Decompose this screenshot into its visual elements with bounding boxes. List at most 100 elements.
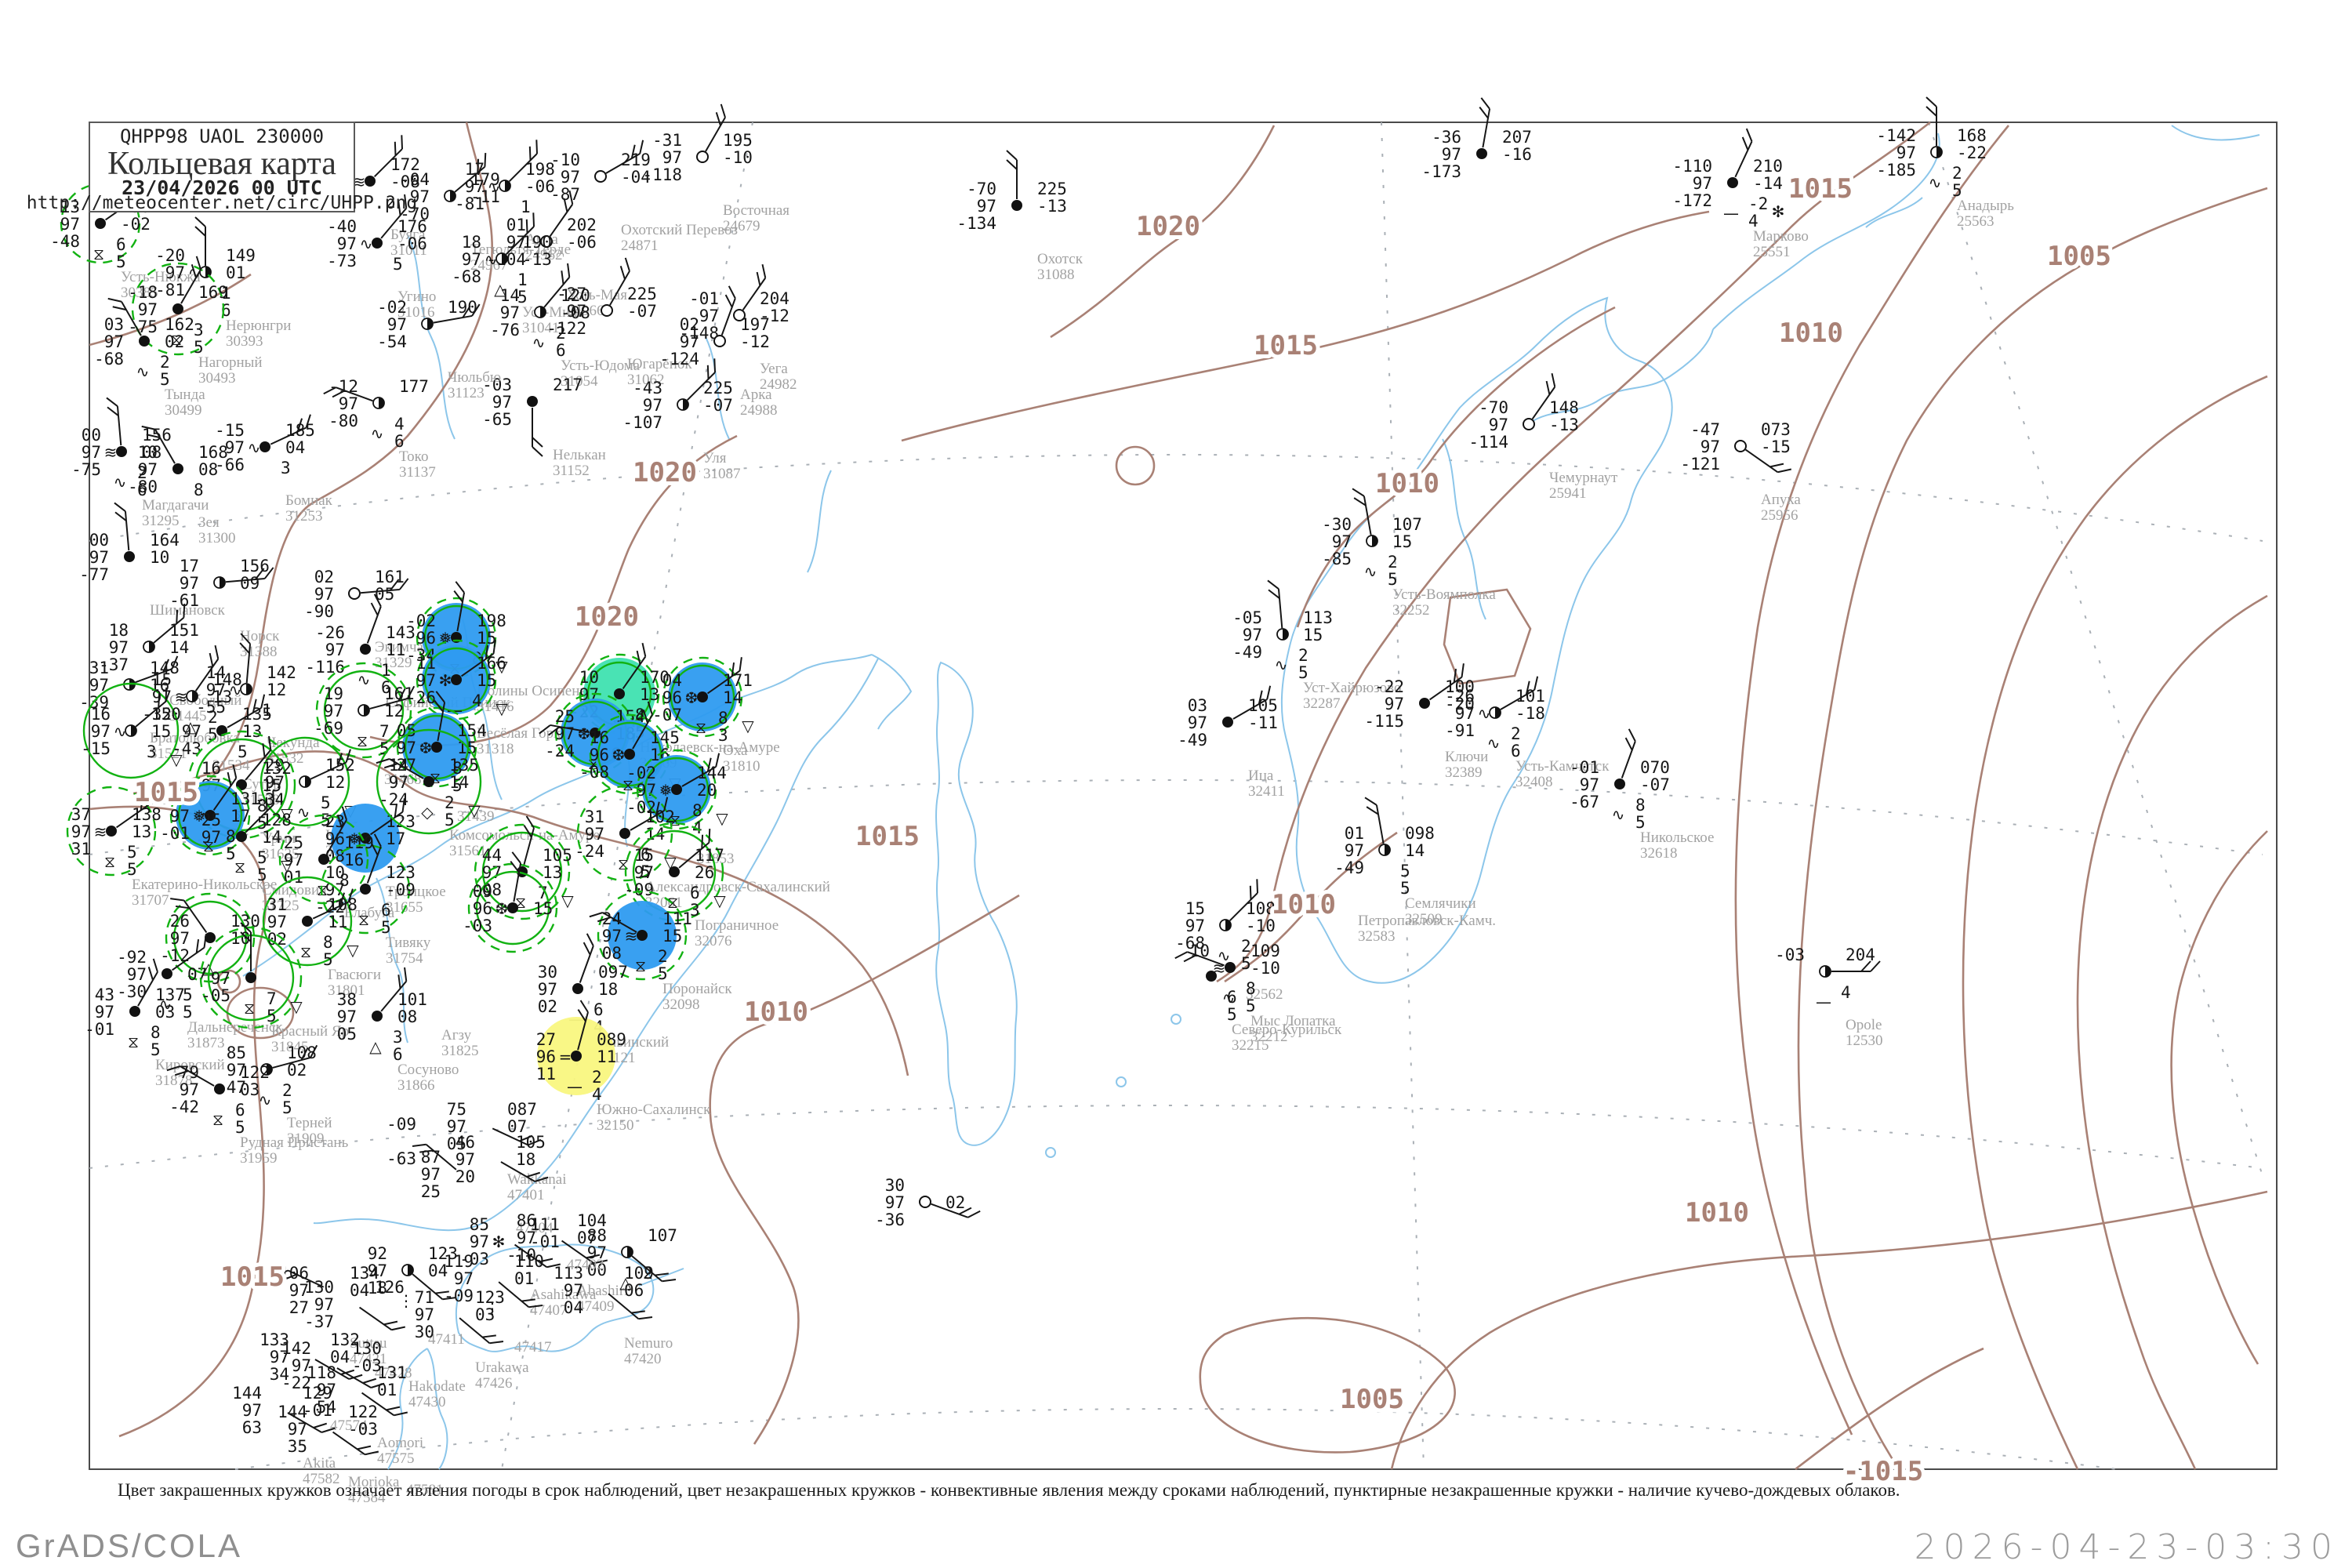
station-cloud-low: 8 xyxy=(194,481,204,499)
station-cloud-low: 2 xyxy=(658,947,668,966)
station-name: Suttsu xyxy=(350,1335,387,1352)
past-weather-icon: ⧖ xyxy=(128,1033,139,1051)
station-temperature: 01 xyxy=(1345,824,1364,843)
wind-barb xyxy=(380,194,408,239)
station-visibility: 97 xyxy=(91,722,111,741)
convective-ring-dashed xyxy=(131,262,225,356)
station-temperature: 25 xyxy=(201,811,221,829)
station-temperature: 133 xyxy=(260,1330,289,1349)
station-name: Охотск xyxy=(1037,251,1083,267)
station-dewpoint: -49 xyxy=(1334,858,1364,877)
wind-barb xyxy=(1232,685,1272,720)
station-name: Ключи xyxy=(1445,749,1488,765)
wind-barb xyxy=(361,1392,408,1417)
isobar-line xyxy=(2076,594,2268,1470)
convective-ring-dashed xyxy=(396,706,477,788)
station-pressure: 130 xyxy=(352,1339,382,1358)
wind-barb xyxy=(114,502,130,551)
station-visibility: 97 xyxy=(337,1007,357,1026)
station-dewpoint: 04 xyxy=(564,1298,583,1317)
station-cloud-low: 6 xyxy=(593,1000,604,1019)
station-id: 31054 xyxy=(561,373,598,390)
station-tendency: 01 xyxy=(514,1269,534,1288)
station-pressure: 198 xyxy=(477,612,506,630)
station-pressure: 204 xyxy=(760,289,789,308)
wind-barb xyxy=(373,135,404,178)
station-id: 31123 xyxy=(448,385,485,401)
water-line xyxy=(1528,328,1714,424)
station-id: 32411 xyxy=(1248,783,1285,800)
past-weather-icon: ∿ xyxy=(1222,989,1236,1007)
station-visibility: 97 xyxy=(397,739,416,757)
station-pressure: 120 xyxy=(561,286,590,305)
water-line xyxy=(1712,132,1940,330)
station-dewpoint: -67 xyxy=(1570,793,1599,811)
station-pressure: 107 xyxy=(648,1226,677,1245)
wind-barb xyxy=(1364,797,1385,844)
station-pressure: 210 xyxy=(1753,157,1783,176)
station-visibility: 97 xyxy=(447,1117,466,1136)
cloud-genus-icon: ▽ xyxy=(742,717,754,735)
station-visibility: 96 xyxy=(473,899,492,918)
station-temperature: -43 xyxy=(633,379,662,397)
station-visibility: 97 xyxy=(170,929,190,948)
station-tendency: 11 xyxy=(386,641,405,659)
past-weather-icon: — xyxy=(567,1077,583,1096)
convective-ring xyxy=(644,757,710,822)
station-temperature: 15 xyxy=(634,846,654,865)
station-visibility: 97 xyxy=(60,215,80,234)
station-id: 31959 xyxy=(240,1150,278,1167)
station-cloud-low: 7 xyxy=(538,884,548,902)
wind-barb xyxy=(369,798,405,836)
convective-ring-dashed xyxy=(66,786,157,877)
station-temperature: 43 xyxy=(95,985,114,1004)
wind-barb xyxy=(622,642,647,690)
station-cloud-low: 5 xyxy=(321,793,331,812)
station-name: Весёлая Горка xyxy=(477,725,568,742)
station-id: 31329 xyxy=(375,655,412,671)
convective-ring-dashed xyxy=(636,749,717,830)
isobar-label: -1015 xyxy=(1843,1456,1923,1487)
station-pressure: 190 xyxy=(448,298,477,317)
station-cloud-low: 8 xyxy=(1635,796,1646,815)
station-temperature: -40 xyxy=(327,217,357,236)
past-weather-icon: ∿ xyxy=(358,670,371,689)
station-visibility: 97 xyxy=(389,773,408,792)
station-visibility: 96 xyxy=(536,1047,556,1066)
station-name: Зея xyxy=(198,514,220,531)
present-weather-icon: ∿ xyxy=(360,234,373,253)
station-dewpoint: -73 xyxy=(327,252,357,270)
wind-barb xyxy=(1734,128,1753,178)
wind-barb xyxy=(681,753,720,787)
station-marker xyxy=(139,336,150,347)
station-temperature: 31 xyxy=(267,895,287,914)
station-cloud-amount: 6 xyxy=(394,432,405,451)
station-tendency: 13 xyxy=(132,822,151,841)
present-weather-icon: = xyxy=(559,1047,572,1066)
station-pressure: 126 xyxy=(375,1278,405,1297)
station-pressure: 087 xyxy=(507,1100,537,1119)
station-temperature: 119 xyxy=(444,1252,474,1271)
wind-barb xyxy=(434,691,446,742)
station-id: 47420 xyxy=(624,1351,662,1367)
station-name: Wakkanai xyxy=(507,1171,567,1188)
present-weather-icon: ❅ xyxy=(659,781,673,800)
isobar-label: 1015 xyxy=(220,1261,285,1293)
station-cloud-amount: 5 xyxy=(1298,663,1308,682)
isobar-label: 1010 xyxy=(1685,1197,1749,1229)
wind-barb xyxy=(1229,879,1259,922)
kuril-island xyxy=(1045,1147,1056,1158)
station-pressure: 162 xyxy=(165,315,194,334)
station-dewpoint: -75 xyxy=(71,460,101,479)
station-name: Арка xyxy=(740,387,772,403)
station-marker xyxy=(733,309,746,321)
station-visibility: 97 xyxy=(368,1261,387,1280)
wind-barb xyxy=(412,1273,457,1301)
station-cloud-low: 2 xyxy=(1952,164,1962,183)
station-dewpoint: -48 xyxy=(50,232,80,251)
station-visibility: 96 xyxy=(590,746,609,764)
wind-barb xyxy=(608,1293,653,1320)
